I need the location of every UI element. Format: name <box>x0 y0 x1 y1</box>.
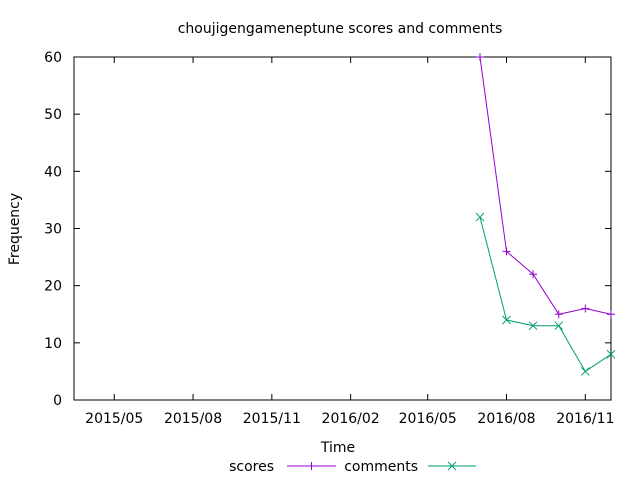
x-tick-label: 2016/02 <box>322 411 380 427</box>
x-tick-label: 2016/08 <box>477 411 535 427</box>
y-tick-label: 0 <box>53 393 62 409</box>
data-point-comments <box>606 349 616 359</box>
series-line-comments <box>479 216 612 373</box>
x-axis-label: Time <box>320 440 355 456</box>
data-point-comments <box>580 367 590 376</box>
x-tick-label: 2015/05 <box>85 411 143 427</box>
legend-label-scores: scores <box>229 459 274 475</box>
series-line-scores <box>479 56 612 315</box>
y-axis: 0 10 20 30 40 50 60 <box>44 50 611 409</box>
x-tick-label: 2015/11 <box>243 411 301 427</box>
data-point-scores <box>607 310 615 319</box>
data-point-scores <box>529 270 538 279</box>
y-tick-label: 60 <box>44 50 62 66</box>
y-tick-label: 50 <box>44 107 62 123</box>
y-tick-label: 30 <box>44 222 62 238</box>
data-point-comments <box>528 321 538 331</box>
x-tick-label: 2015/08 <box>164 411 222 427</box>
legend-marker-comments <box>447 461 457 471</box>
data-point-scores <box>475 53 484 61</box>
data-point-comments <box>502 315 511 325</box>
chart-title: choujigengameneptune scores and comments <box>178 21 503 37</box>
data-point-comments <box>554 321 564 331</box>
data-point-scores <box>502 247 511 256</box>
legend: scores comments <box>229 459 476 475</box>
x-axis: 2015/05 2015/08 2015/11 2016/02 2016/05 2016/… <box>85 57 614 427</box>
series-layer <box>475 53 616 376</box>
y-tick-label: 40 <box>44 164 62 180</box>
x-tick-label: 2016/05 <box>399 411 457 427</box>
data-point-comments <box>475 212 485 222</box>
legend-marker-scores <box>307 462 316 470</box>
y-tick-label: 10 <box>44 336 62 352</box>
y-tick-label: 20 <box>44 279 62 295</box>
x-tick-label: 2016/11 <box>556 411 614 427</box>
data-point-scores <box>581 304 590 313</box>
plot-frame <box>73 56 612 401</box>
legend-label-comments: comments <box>344 459 418 475</box>
y-axis-label: Frequency <box>7 193 23 265</box>
data-point-scores <box>554 310 563 319</box>
